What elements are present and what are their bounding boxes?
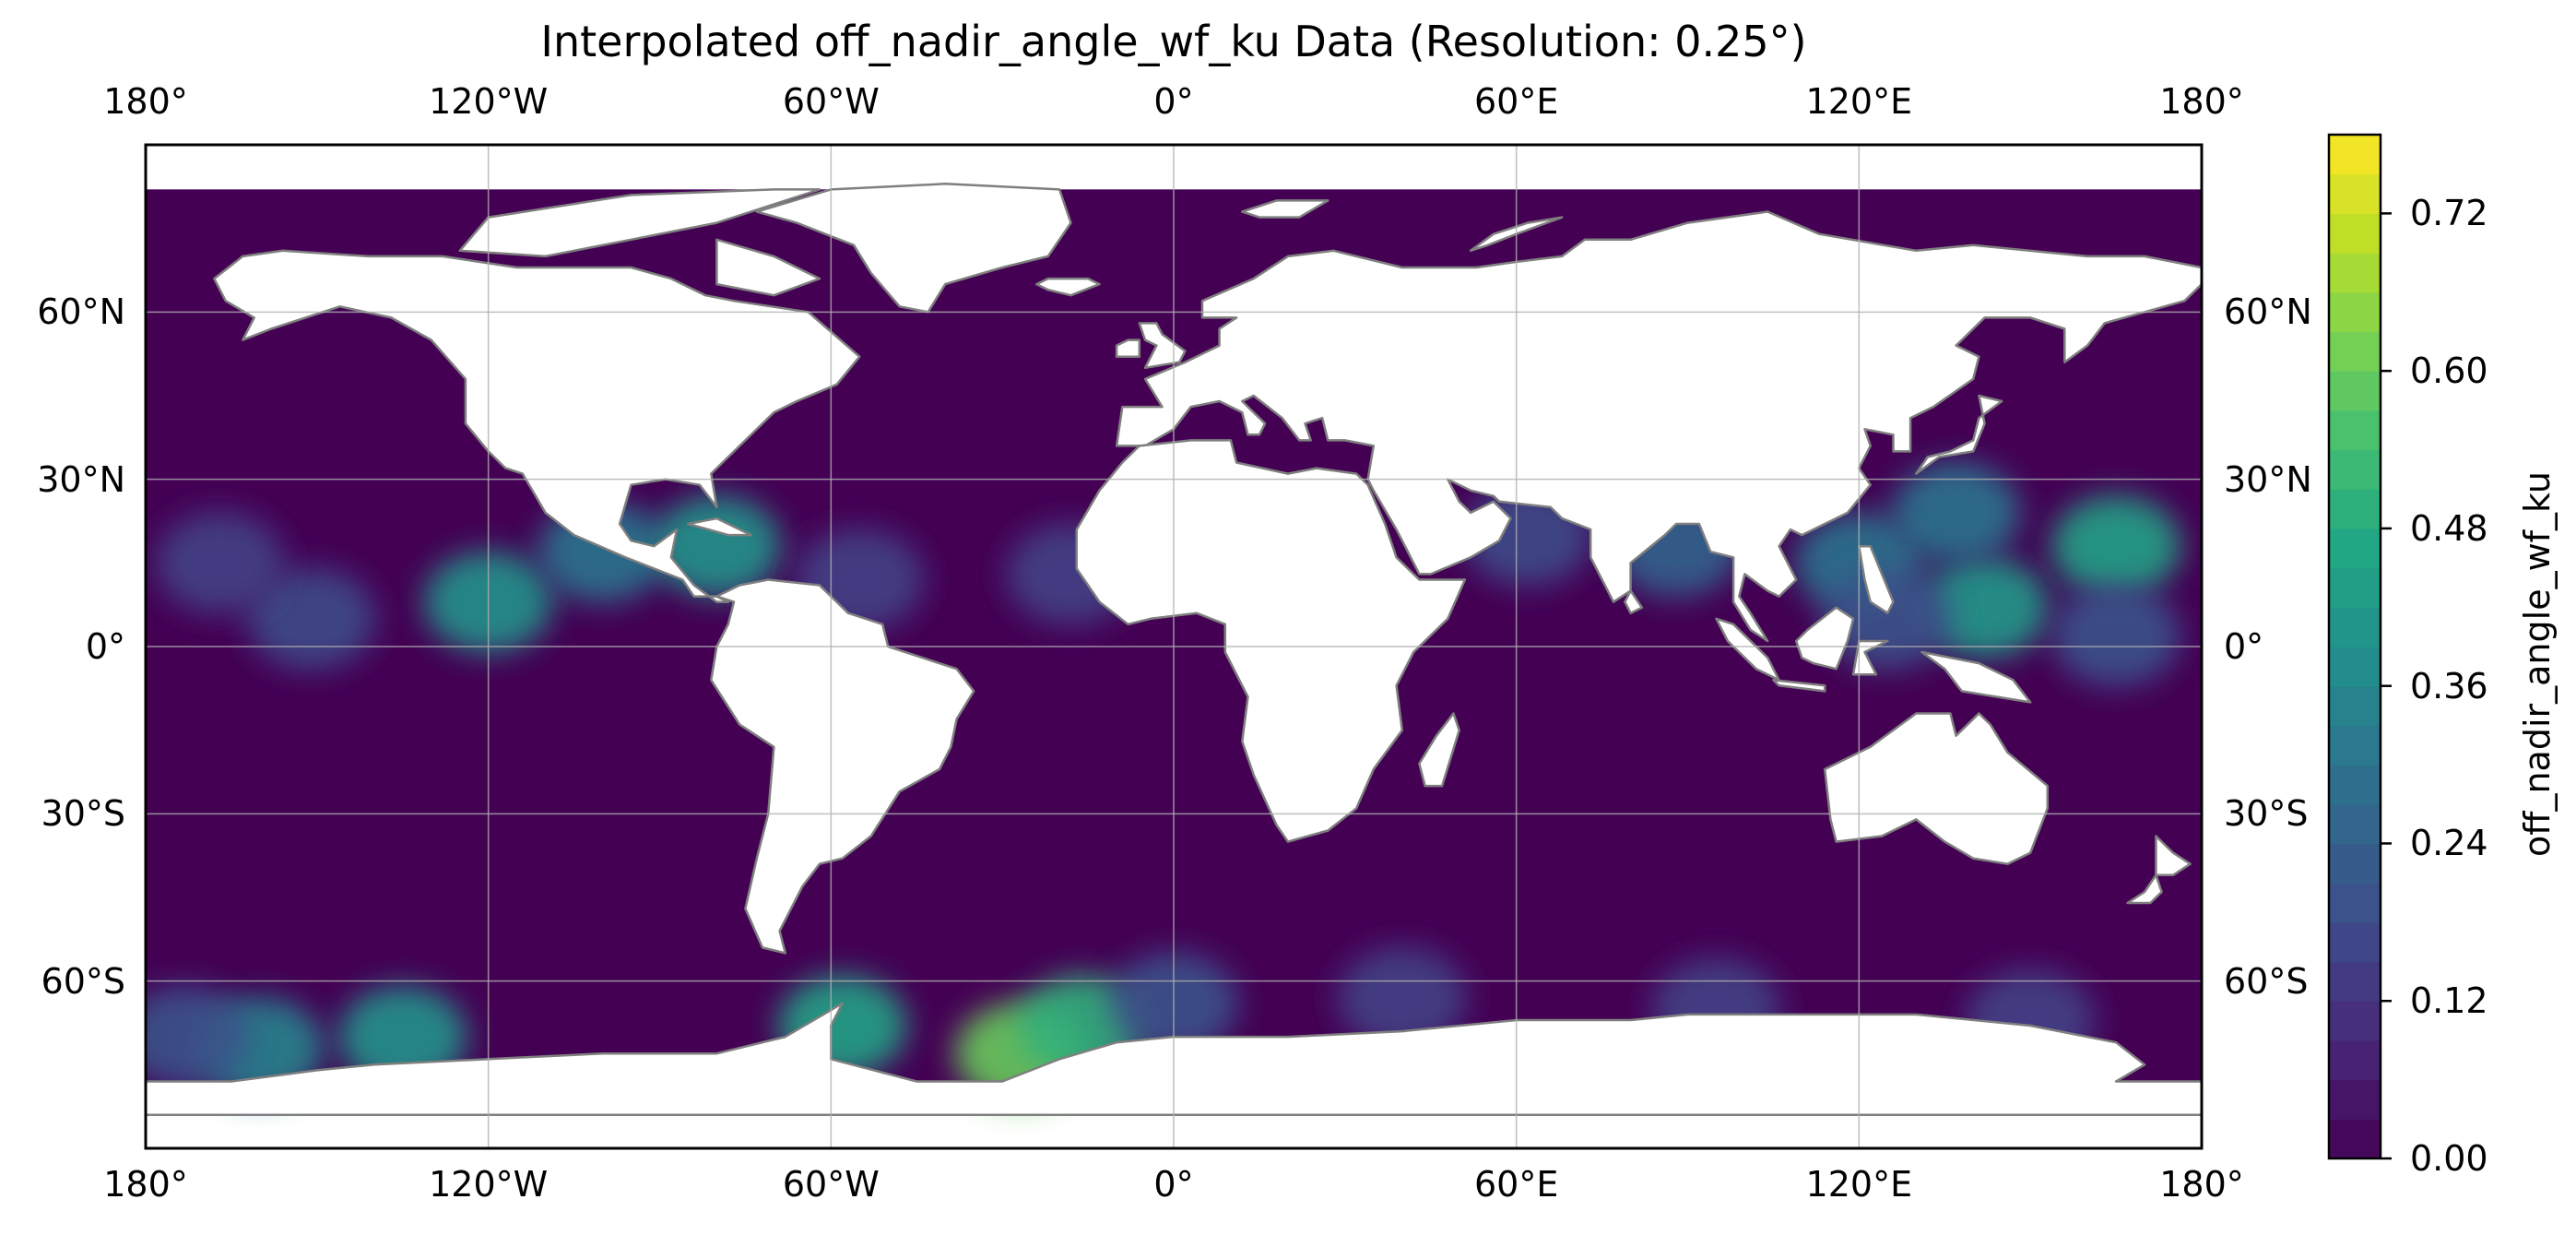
- data-hotspot: [1891, 461, 2021, 564]
- colorbar-segment: [2329, 173, 2381, 214]
- y-tick-label-left: 60°N: [37, 291, 125, 333]
- y-tick-label-right: 0°: [2224, 626, 2264, 667]
- x-tick-label-top: 180°: [2159, 81, 2244, 122]
- data-hotspot: [2051, 495, 2181, 598]
- x-tick-label-bottom: 120°W: [429, 1164, 549, 1205]
- x-tick-label-top: 180°: [103, 81, 188, 122]
- colorbar-segment: [2329, 921, 2381, 963]
- colorbar-segment: [2329, 607, 2381, 647]
- colorbar: [2327, 133, 2392, 1160]
- x-tick-label-top: 120°E: [1805, 81, 1913, 122]
- colorbar-segment: [2329, 213, 2381, 254]
- data-hotspot: [652, 495, 782, 598]
- x-tick-label-top: 60°E: [1473, 81, 1559, 122]
- colorbar-frame: [2327, 133, 2382, 1160]
- colorbar-tick-label: 0.60: [2410, 350, 2488, 392]
- data-hotspot: [1823, 567, 1953, 670]
- colorbar-tick-label: 0.12: [2410, 980, 2488, 1022]
- data-hotspot: [246, 567, 376, 670]
- colorbar-segment: [2329, 765, 2381, 805]
- x-tick-label-top: 0°: [1153, 81, 1194, 122]
- colorbar-segment: [2329, 135, 2381, 175]
- landmass-greenland: [755, 183, 1072, 314]
- colorbar-tick-label: 0.36: [2410, 665, 2488, 707]
- data-hotspot: [1337, 946, 1467, 1049]
- colorbar-segment: [2329, 1001, 2381, 1041]
- colorbar-segment: [2329, 1039, 2381, 1081]
- colorbar-segment: [2329, 725, 2381, 766]
- colorbar-segment: [2329, 647, 2381, 687]
- colorbar-segment: [2329, 961, 2381, 1002]
- colorbar-segment: [2329, 410, 2381, 451]
- y-tick-label-right: 60°S: [2224, 960, 2309, 1002]
- colorbar-segment: [2329, 883, 2381, 923]
- colorbar-segment: [2329, 1079, 2381, 1120]
- x-tick-label-bottom: 180°: [103, 1164, 188, 1205]
- colorbar-segment: [2329, 1119, 2381, 1159]
- x-tick-label-top: 120°W: [429, 81, 549, 122]
- data-hotspot: [2051, 584, 2181, 686]
- map-frame: [144, 143, 2204, 1150]
- landmass-cuba: [687, 517, 752, 537]
- x-tick-label-top: 60°W: [782, 81, 880, 122]
- landmass-svalbard: [1241, 199, 1329, 219]
- colorbar-segment: [2329, 331, 2381, 372]
- landmass-australia: [1823, 712, 2050, 865]
- y-tick-label-right: 30°N: [2224, 458, 2312, 500]
- y-tick-label-right: 60°N: [2224, 291, 2312, 333]
- colorbar-segment: [2329, 253, 2381, 293]
- colorbar-segment: [2329, 803, 2381, 845]
- x-tick-label-bottom: 0°: [1153, 1164, 1194, 1205]
- y-tick-label-left: 30°N: [37, 458, 125, 500]
- landmass-philippines: [1858, 544, 1895, 614]
- landmass-java: [1772, 679, 1826, 693]
- landmass-madagascar: [1418, 712, 1460, 788]
- y-tick-label-right: 30°S: [2224, 793, 2309, 835]
- colorbar-tick-label: 0.24: [2410, 823, 2488, 864]
- y-tick-label-left: 30°S: [41, 793, 125, 835]
- colorbar-segment: [2329, 843, 2381, 884]
- landmass-baffin-island: [715, 238, 821, 297]
- colorbar-segment: [2329, 291, 2381, 333]
- colorbar-label: off_nadir_angle_wf_ku: [2517, 471, 2558, 857]
- landmass-north-america: [213, 249, 861, 603]
- colorbar-segment: [2329, 567, 2381, 608]
- landmass-sri-lanka: [1624, 589, 1644, 614]
- data-hotspot: [155, 512, 285, 614]
- landmass-eurasia: [1115, 210, 2202, 643]
- landmass-ireland: [1115, 338, 1141, 358]
- landmass-iceland: [1035, 277, 1101, 297]
- y-tick-label-left: 60°S: [41, 960, 125, 1002]
- colorbar-tick-label: 0.72: [2410, 193, 2488, 234]
- landmass-new-guinea: [1920, 650, 2032, 704]
- colorbar-tick-label: 0.48: [2410, 507, 2488, 549]
- y-tick-label-left: 0°: [85, 626, 125, 667]
- chart-title: Interpolated off_nadir_angle_wf_ku Data …: [540, 17, 1807, 66]
- data-hotspot: [1920, 556, 2050, 659]
- x-tick-label-bottom: 120°E: [1805, 1164, 1913, 1205]
- landmass-new-zealand: [2126, 835, 2192, 905]
- colorbar-tick-label: 0.00: [2410, 1138, 2488, 1179]
- colorbar-segment: [2329, 685, 2381, 726]
- x-tick-label-bottom: 60°W: [782, 1164, 880, 1205]
- gridlines: [146, 145, 2202, 1148]
- landmass-borneo: [1794, 606, 1855, 671]
- x-tick-label-bottom: 180°: [2159, 1164, 2244, 1205]
- colorbar-segment: [2329, 528, 2381, 569]
- data-hotspot: [146, 986, 251, 1088]
- colorbar-segment: [2329, 449, 2381, 490]
- colorbar-segment: [2329, 489, 2381, 529]
- x-tick-label-bottom: 60°E: [1473, 1164, 1559, 1205]
- landmass-japan: [1915, 394, 2003, 475]
- colorbar-segment: [2329, 371, 2381, 411]
